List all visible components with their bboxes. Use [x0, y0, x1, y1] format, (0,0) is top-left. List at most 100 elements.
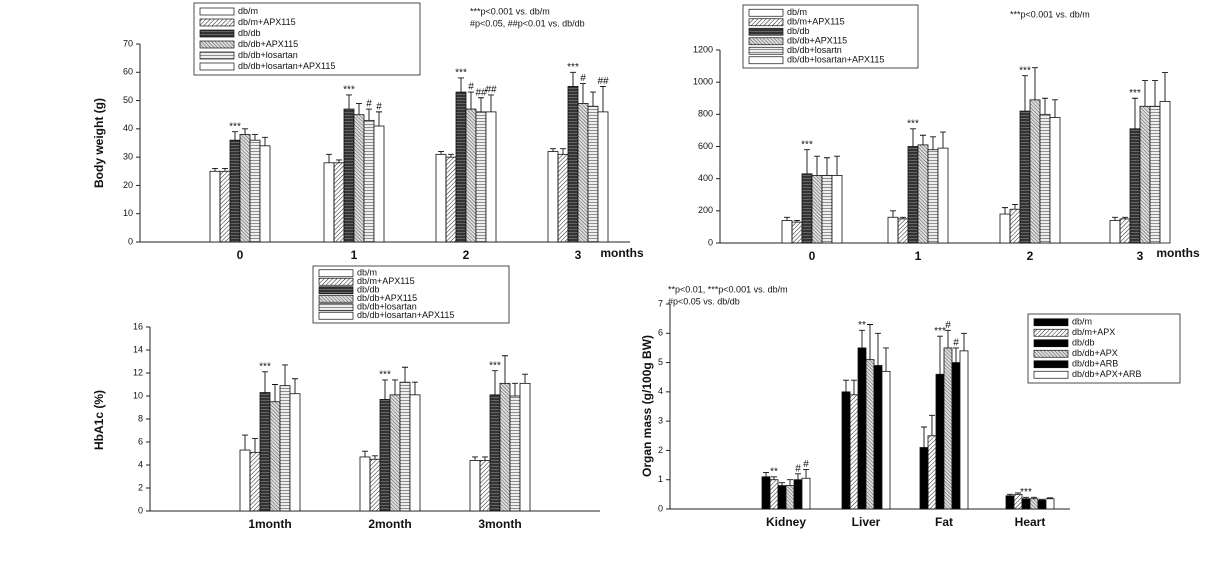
y-tick-label: 40	[123, 123, 133, 133]
y-tick-label: 0	[658, 503, 663, 513]
bar	[519, 382, 531, 512]
bar	[279, 385, 291, 512]
x-tick-label: 2	[1027, 249, 1034, 263]
legend-swatch	[318, 286, 354, 295]
error-bar	[1002, 207, 1008, 215]
significance-marker: ***	[229, 121, 241, 132]
bar	[1019, 110, 1031, 244]
y-tick-label: 1200	[693, 44, 713, 54]
error-bar	[580, 83, 586, 104]
error-bar	[953, 347, 959, 363]
bar	[359, 456, 371, 512]
significance-marker: ##	[597, 76, 609, 87]
error-bar	[1047, 497, 1053, 499]
bar	[499, 382, 511, 512]
y-tick-label: 6	[138, 436, 143, 446]
bar	[409, 394, 421, 512]
bar	[811, 175, 823, 244]
error-bar	[1042, 97, 1048, 115]
error-bar	[402, 366, 408, 383]
y-tick-label: 10	[133, 390, 143, 400]
annotation: ***p<0.001 vs. db/m	[1010, 9, 1090, 19]
bar	[455, 91, 467, 243]
legend-swatch	[318, 294, 354, 303]
significance-marker: ***	[1020, 487, 1032, 498]
legend-label: db/m+APX	[1072, 327, 1115, 337]
bar	[1109, 220, 1121, 244]
error-bar	[1122, 216, 1128, 219]
legend-label: db/m	[357, 268, 377, 278]
error-bar	[356, 102, 362, 115]
error-bar	[600, 85, 606, 112]
x-tick-label: Fat	[935, 515, 953, 529]
y-tick-label: 6	[658, 328, 663, 338]
error-bar	[362, 450, 368, 457]
legend-swatch	[748, 18, 784, 27]
bar	[761, 476, 771, 510]
bar	[897, 218, 909, 244]
bar	[801, 173, 813, 244]
legend-label: db/db+APX115	[238, 39, 298, 49]
bar	[369, 458, 381, 512]
bar	[479, 459, 491, 512]
error-bar	[242, 434, 248, 451]
legend-swatch	[199, 40, 235, 49]
bar	[865, 359, 875, 510]
significance-marker: #	[803, 459, 809, 470]
error-bar	[458, 77, 464, 93]
y-tick-label: 60	[123, 67, 133, 77]
bar	[793, 479, 803, 510]
error-bar	[920, 134, 926, 145]
y-tick-label: 400	[698, 173, 713, 183]
error-bar	[1152, 80, 1158, 107]
bar	[343, 108, 355, 243]
y-tick-label: 4	[658, 386, 663, 396]
bar	[943, 347, 953, 510]
y-tick-label: 50	[123, 95, 133, 105]
legend-label: db/db	[1072, 338, 1095, 348]
legend-label: db/m+APX115	[238, 17, 296, 27]
bar	[239, 449, 251, 512]
error-bar	[771, 476, 777, 480]
error-bar	[1015, 492, 1021, 495]
error-bar	[763, 471, 769, 477]
bar	[363, 119, 375, 243]
error-bar	[262, 371, 268, 393]
bar	[873, 365, 883, 510]
bar	[937, 147, 949, 244]
bar	[1037, 499, 1047, 510]
bar	[951, 362, 961, 510]
y-tick-label: 0	[128, 236, 133, 246]
significance-marker: ***	[1019, 65, 1031, 76]
error-bar	[867, 324, 873, 360]
error-bar	[488, 94, 494, 112]
bar	[209, 170, 221, 243]
significance-marker: **	[858, 320, 866, 331]
error-bar	[1031, 496, 1037, 499]
x-tick-label: Heart	[1015, 515, 1046, 529]
bar	[399, 381, 411, 512]
bar	[373, 125, 385, 243]
bar	[485, 111, 497, 243]
legend-label: db/db+losartn	[787, 45, 842, 55]
legend-label: db/m	[238, 6, 258, 16]
error-bar	[336, 159, 342, 163]
x-tick-label: 3month	[478, 517, 521, 531]
y-tick-label: 14	[133, 344, 143, 354]
bar	[547, 151, 559, 243]
significance-marker: #	[580, 73, 586, 84]
bar	[1049, 117, 1061, 244]
legend-swatch	[199, 51, 235, 60]
error-bar	[910, 128, 916, 147]
bar	[597, 111, 609, 243]
error-bar	[834, 155, 840, 176]
y-tick-label: 800	[698, 109, 713, 119]
significance-marker: ##	[475, 87, 487, 98]
error-bar	[1052, 99, 1058, 118]
error-bar	[262, 136, 268, 146]
bar	[1045, 498, 1055, 510]
bar	[881, 370, 891, 510]
legend-swatch	[199, 18, 235, 27]
